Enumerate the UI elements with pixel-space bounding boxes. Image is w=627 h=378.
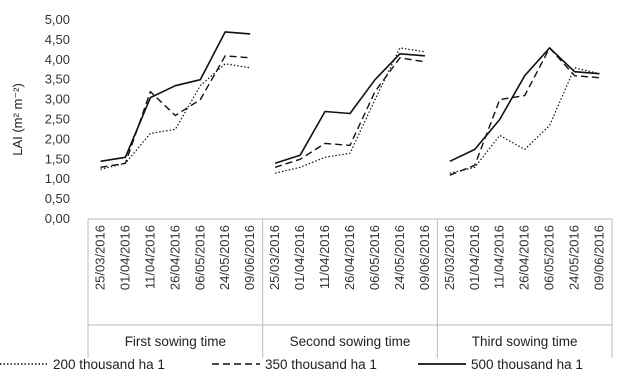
y-tick-label: 0,00 xyxy=(45,211,70,226)
x-tick-label: 24/05/2016 xyxy=(392,225,407,290)
y-tick-label: 1,00 xyxy=(45,171,70,186)
y-tick-label: 0,50 xyxy=(45,191,70,206)
series-line xyxy=(100,63,251,170)
x-tick-label: 11/04/2016 xyxy=(492,225,507,289)
y-tick-label: 1,50 xyxy=(45,151,70,166)
group-label: Second sowing time xyxy=(290,334,411,349)
x-tick-label: 25/03/2016 xyxy=(92,225,107,290)
group-label: Third sowing time xyxy=(472,334,578,349)
x-tick-label: 11/04/2016 xyxy=(142,225,157,289)
plot-area xyxy=(100,31,600,176)
y-tick-label: 4,00 xyxy=(45,52,70,67)
y-tick-label: 3,50 xyxy=(45,72,70,87)
x-tick-label: 25/03/2016 xyxy=(442,225,457,290)
x-tick-label: 06/05/2016 xyxy=(192,225,207,290)
y-tick-label: 2,50 xyxy=(45,112,70,127)
y-tick-label: 4,50 xyxy=(45,32,70,47)
series-line xyxy=(274,52,425,165)
y-tick-label: 3,00 xyxy=(45,92,70,107)
y-tick-label: 2,00 xyxy=(45,131,70,146)
x-tick-label: 26/04/2016 xyxy=(167,225,182,290)
legend: 200 thousand ha 1 350 thousand ha 1 500 th… xyxy=(0,357,583,372)
x-tick-label: 26/04/2016 xyxy=(342,225,357,290)
series-line xyxy=(449,47,600,163)
x-tick-label: 25/03/2016 xyxy=(267,225,282,290)
legend-label: 200 thousand ha 1 xyxy=(53,357,165,372)
x-tick-label: 26/04/2016 xyxy=(517,225,532,290)
series-line xyxy=(449,67,600,174)
series-line xyxy=(274,47,425,174)
x-tick-label: 09/06/2016 xyxy=(417,225,432,290)
x-tick-label: 01/04/2016 xyxy=(292,225,307,290)
x-tick-label: 06/05/2016 xyxy=(367,225,382,290)
legend-label: 500 thousand ha 1 xyxy=(471,357,583,372)
series-line xyxy=(449,47,600,176)
x-tick-label: 11/04/2016 xyxy=(317,225,332,289)
legend-label: 350 thousand ha 1 xyxy=(265,357,377,372)
x-tick-label: 24/05/2016 xyxy=(567,225,582,290)
group-label: First sowing time xyxy=(125,334,226,349)
x-tick-label: 24/05/2016 xyxy=(217,225,232,290)
x-tick-label: 01/04/2016 xyxy=(117,225,132,290)
x-tick-label: 06/05/2016 xyxy=(542,225,557,290)
x-tick-label: 09/06/2016 xyxy=(592,225,607,290)
series-line xyxy=(274,57,426,168)
y-axis: LAI (m² m⁻²) 0,00 0,50 1,00 1,50 2,00 2,50 3,00… xyxy=(10,12,70,226)
series-line xyxy=(100,55,251,168)
x-tick-label: 09/06/2016 xyxy=(242,225,257,290)
x-axis: 25/03/2016 01/04/2016 11/04/2016 26/04/2016… xyxy=(87,218,613,358)
series-line xyxy=(100,31,251,163)
y-tick-label: 5,00 xyxy=(45,12,70,27)
x-tick-label: 01/04/2016 xyxy=(467,225,482,290)
y-axis-title: LAI (m² m⁻²) xyxy=(10,83,25,156)
